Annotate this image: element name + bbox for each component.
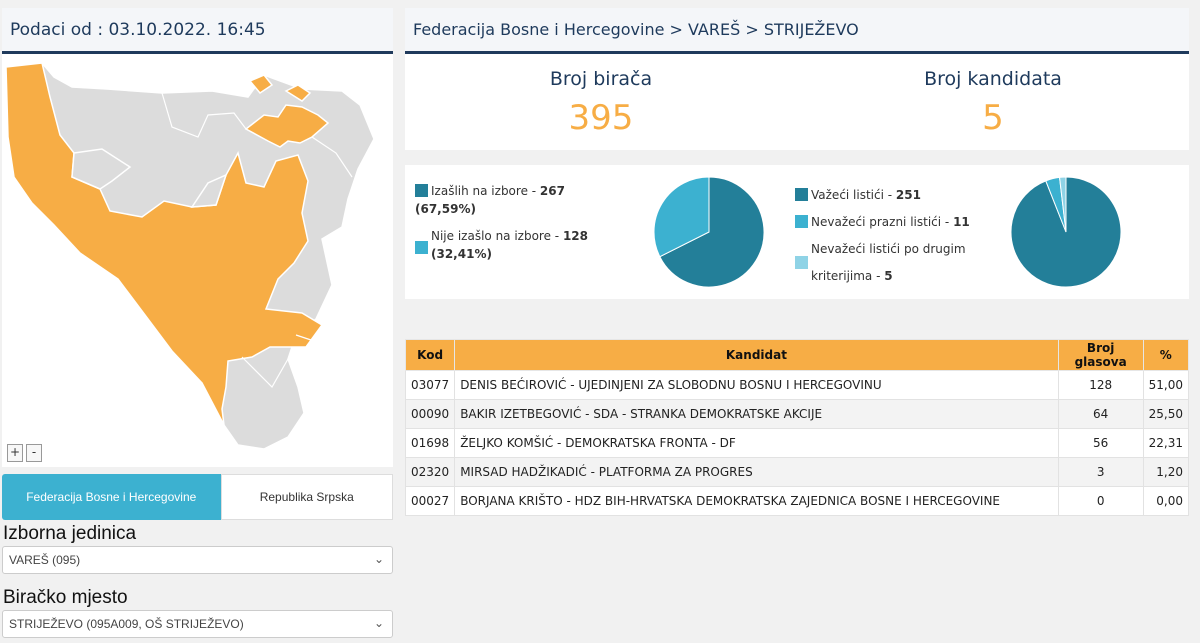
summary-panel: Federacija Bosne i Hercegovine > VAREŠ >… [405, 8, 1189, 150]
map-region-rs-inner[interactable] [190, 173, 228, 208]
cell-candidate: ŽELJKO KOMŠIĆ - DEMOKRATSKA FRONTA - DF [454, 428, 1059, 458]
breadcrumb: Federacija Bosne i Hercegovine > VAREŠ >… [405, 8, 1189, 54]
legend-swatch [795, 188, 808, 201]
biracko-mjesto-label: Biračko mjesto [3, 587, 128, 608]
data-date-title: Podaci od : 03.10.2022. 16:45 [2, 8, 393, 54]
map-panel: Podaci od : 03.10.2022. 16:45 + - [2, 8, 393, 467]
biracko-mjesto-select[interactable]: STRIJEŽEVO (095A009, OŠ STRIJEŽEVO) ⌄ [2, 610, 393, 638]
turnout-legend: Izašlih na izbore - 267 (67,59%) Nije iz… [415, 182, 630, 263]
cell-candidate: MIRSAD HADŽIKADIĆ - PLATFORMA ZA PROGRES [454, 457, 1059, 487]
legend-item: Nije izašlo na izbore - 128 (32,41%) [415, 227, 630, 263]
pie-slice-1[interactable] [653, 176, 710, 258]
cell-code: 03077 [404, 370, 456, 400]
cell-votes: 56 [1057, 428, 1144, 458]
table-row[interactable]: 00090 BAKIR IZETBEGOVIĆ - SDA - STRANKA … [404, 399, 1190, 429]
candidates-label: Broj kandidata [924, 68, 1062, 90]
charts-panel: Izašlih na izbore - 267 (67,59%) Nije iz… [405, 165, 1189, 299]
bih-map[interactable] [2, 57, 393, 467]
col-header-percent[interactable]: % [1142, 339, 1190, 371]
legend-swatch [795, 256, 808, 269]
izborna-jedinica-select[interactable]: VAREŠ (095) ⌄ [2, 546, 393, 574]
cell-code: 02320 [404, 457, 456, 487]
cell-code: 00090 [404, 399, 456, 429]
tab-fbih[interactable]: Federacija Bosne i Hercegovine [2, 474, 221, 520]
izborna-jedinica-label: Izborna jedinica [3, 523, 137, 544]
cell-percent: 1,20 [1142, 457, 1190, 487]
voters-value: 395 [568, 98, 634, 138]
map-region-fbih-north[interactable] [248, 74, 274, 94]
voters-label: Broj birača [549, 68, 653, 90]
legend-swatch [795, 215, 808, 228]
col-header-candidate[interactable]: Kandidat [454, 339, 1059, 371]
table-row[interactable]: 03077 DENIS BEĆIROVIĆ - UJEDINJENI ZA SL… [404, 370, 1190, 400]
cell-code: 01698 [404, 428, 456, 458]
chevron-down-icon: ⌄ [373, 552, 384, 566]
legend-item: Nevažeći listići po drugim kriterijima - … [795, 236, 995, 290]
cell-votes: 0 [1057, 486, 1144, 516]
cell-votes: 128 [1057, 370, 1144, 400]
turnout-pie-chart [653, 176, 765, 288]
map-region-fbih[interactable] [5, 62, 324, 426]
map[interactable]: + - [2, 57, 393, 467]
izborna-jedinica-value: VAREŠ (095) [9, 553, 81, 567]
zoom-out-button[interactable]: - [26, 444, 42, 462]
chevron-down-icon: ⌄ [373, 616, 384, 630]
cell-percent: 51,00 [1142, 370, 1190, 400]
table-row[interactable]: 02320 MIRSAD HADŽIKADIĆ - PLATFORMA ZA P… [404, 457, 1190, 487]
candidates-value: 5 [982, 98, 1004, 138]
legend-item: Nevažeći prazni listići - 11 [795, 209, 995, 236]
cell-candidate: DENIS BEĆIROVIĆ - UJEDINJENI ZA SLOBODNU… [454, 370, 1059, 400]
zoom-in-button[interactable]: + [7, 444, 23, 462]
table-row[interactable]: 01698 ŽELJKO KOMŠIĆ - DEMOKRATSKA FRONTA… [404, 428, 1190, 458]
map-region-fbih-corner[interactable] [284, 84, 312, 102]
tab-rs[interactable]: Republika Srpska [220, 474, 393, 520]
pie-slice-0[interactable] [659, 176, 765, 288]
candidates-stat: Broj kandidata 5 [797, 68, 1189, 138]
cell-candidate: BORJANA KRIŠTO - HDZ BIH-HRVATSKA DEMOKR… [454, 486, 1059, 516]
pie-slice-2[interactable] [1058, 176, 1067, 233]
cell-votes: 3 [1057, 457, 1144, 487]
legend-swatch [415, 184, 428, 197]
biracko-mjesto-value: STRIJEŽEVO (095A009, OŠ STRIJEŽEVO) [9, 617, 244, 631]
legend-item: Izašlih na izbore - 267 (67,59%) [415, 184, 565, 216]
ballots-pie-chart [1010, 176, 1122, 288]
entity-tabs: Federacija Bosne i Hercegovine Republika… [2, 474, 393, 520]
cell-candidate: BAKIR IZETBEGOVIĆ - SDA - STRANKA DEMOKR… [454, 399, 1059, 429]
table-header-row: Kod Kandidat Broj glasova % [404, 339, 1190, 371]
map-region-fbih-ne[interactable] [244, 104, 330, 148]
col-header-votes[interactable]: Broj glasova [1057, 339, 1144, 371]
voters-stat: Broj birača 395 [405, 68, 797, 138]
cell-votes: 64 [1057, 399, 1144, 429]
results-table: Kod Kandidat Broj glasova % 03077 DENIS … [404, 339, 1190, 516]
ballots-legend: Važeći listići - 251 Nevažeći prazni lis… [795, 182, 995, 290]
cell-percent: 0,00 [1142, 486, 1190, 516]
legend-swatch [415, 241, 428, 254]
col-header-code[interactable]: Kod [404, 339, 456, 371]
cell-percent: 25,50 [1142, 399, 1190, 429]
cell-code: 00027 [404, 486, 456, 516]
table-row[interactable]: 00027 BORJANA KRIŠTO - HDZ BIH-HRVATSKA … [404, 486, 1190, 516]
cell-percent: 22,31 [1142, 428, 1190, 458]
legend-item: Važeći listići - 251 [795, 182, 995, 209]
map-region-brcko[interactable] [71, 148, 132, 190]
